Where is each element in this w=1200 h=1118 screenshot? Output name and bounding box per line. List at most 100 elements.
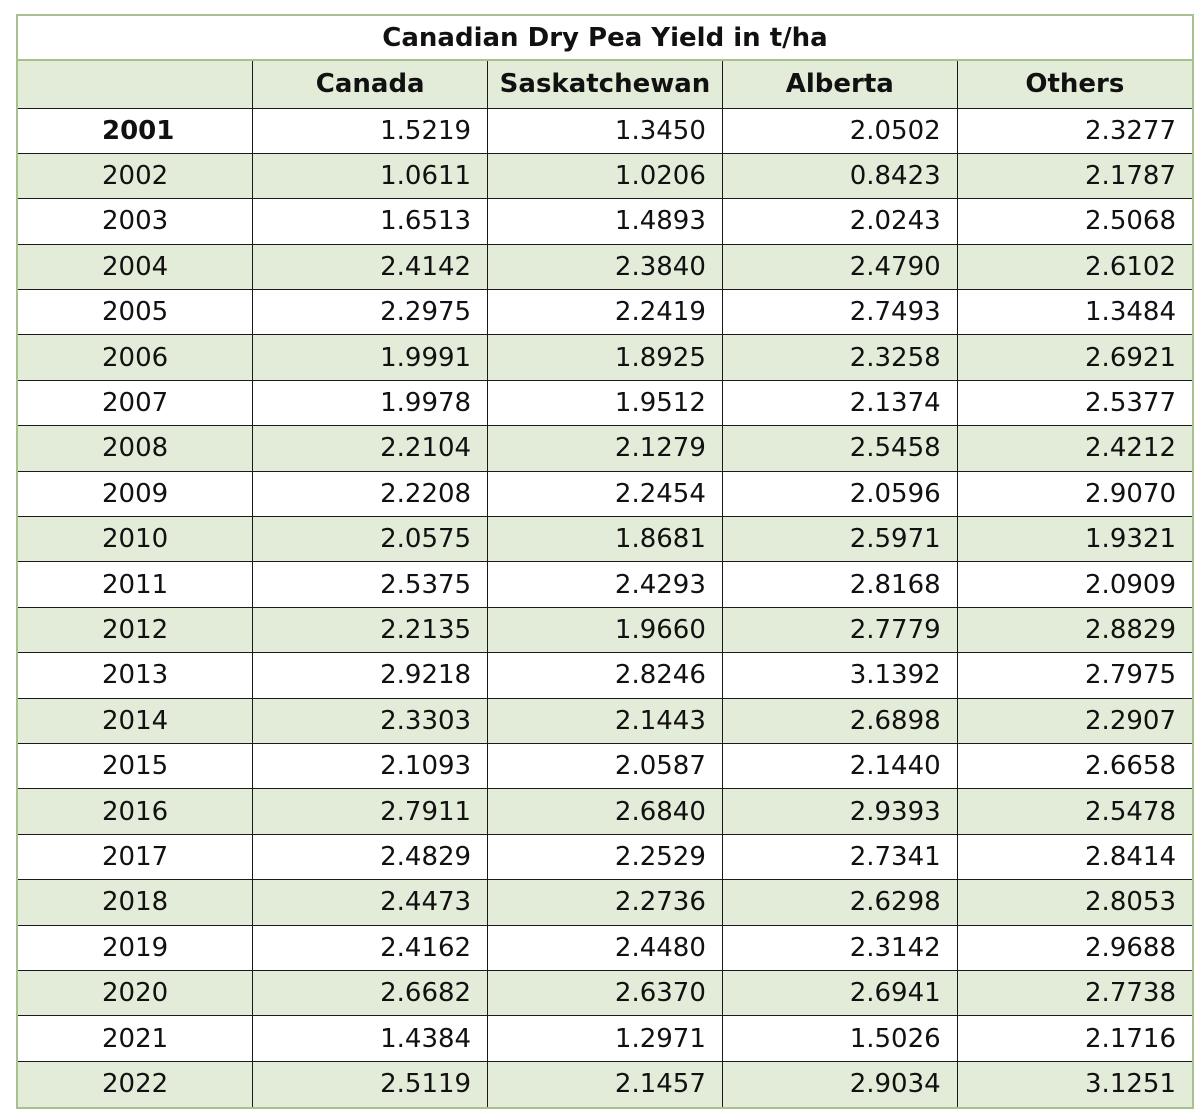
cell-saskatchewan: 2.3840 (487, 244, 723, 291)
cell-year: 2019 (18, 925, 253, 971)
cell-canada: 1.9991 (252, 334, 488, 381)
cell-saskatchewan: 2.2419 (487, 289, 723, 336)
cell-alberta: 2.7779 (721, 607, 958, 654)
table-row: 2006 1.9991 1.8925 2.3258 2.6921 (18, 334, 1192, 381)
table-row: 2020 2.6682 2.6370 2.6941 2.7738 (18, 970, 1192, 1017)
cell-others: 1.9321 (956, 516, 1192, 563)
cell-year: 2013 (18, 652, 253, 699)
cell-alberta: 2.0502 (721, 108, 958, 154)
cell-others: 2.0909 (956, 561, 1192, 608)
cell-alberta: 0.8423 (721, 153, 958, 200)
cell-alberta: 2.1374 (721, 380, 958, 427)
cell-others: 2.1787 (956, 153, 1192, 200)
cell-others: 2.2907 (956, 698, 1192, 744)
cell-year: 2021 (18, 1015, 253, 1062)
cell-year: 2001 (18, 108, 253, 154)
cell-year: 2015 (18, 743, 253, 790)
cell-saskatchewan: 2.4480 (487, 925, 723, 971)
cell-canada: 1.5219 (252, 108, 488, 154)
cell-others: 2.8053 (956, 879, 1192, 926)
cell-others: 2.9070 (956, 471, 1192, 518)
cell-saskatchewan: 1.8681 (487, 516, 723, 563)
table-body: 2001 1.5219 1.3450 2.0502 2.3277 2002 1.0611 1.… (18, 108, 1192, 1107)
cell-canada: 2.4142 (252, 244, 488, 291)
cell-alberta: 2.0596 (721, 471, 958, 518)
table-row: 2002 1.0611 1.0206 0.8423 2.1787 (18, 153, 1192, 200)
cell-canada: 2.2975 (252, 289, 488, 336)
cell-year: 2005 (18, 289, 253, 336)
cell-year: 2020 (18, 970, 253, 1017)
cell-canada: 2.6682 (252, 970, 488, 1017)
cell-alberta: 2.4790 (721, 244, 958, 291)
cell-saskatchewan: 2.1279 (487, 425, 723, 472)
cell-alberta: 2.7493 (721, 289, 958, 336)
table-row: 2009 2.2208 2.2454 2.0596 2.9070 (18, 471, 1192, 518)
cell-alberta: 3.1392 (721, 652, 958, 699)
cell-canada: 2.4473 (252, 879, 488, 926)
cell-saskatchewan: 2.6370 (487, 970, 723, 1017)
column-header-others: Others (956, 60, 1192, 109)
cell-others: 2.6921 (956, 334, 1192, 381)
table-row: 2019 2.4162 2.4480 2.3142 2.9688 (18, 925, 1192, 971)
table-row: 2007 1.9978 1.9512 2.1374 2.5377 (18, 380, 1192, 427)
cell-year: 2016 (18, 788, 253, 835)
cell-alberta: 2.7341 (721, 834, 958, 881)
cell-saskatchewan: 1.4893 (487, 198, 723, 245)
cell-saskatchewan: 1.3450 (487, 108, 723, 154)
cell-others: 2.8414 (956, 834, 1192, 881)
cell-canada: 2.5375 (252, 561, 488, 608)
table-title: Canadian Dry Pea Yield in t/ha (18, 16, 1192, 61)
cell-saskatchewan: 1.0206 (487, 153, 723, 200)
cell-alberta: 1.5026 (721, 1015, 958, 1062)
cell-others: 2.5377 (956, 380, 1192, 427)
cell-saskatchewan: 1.2971 (487, 1015, 723, 1062)
cell-alberta: 2.6941 (721, 970, 958, 1017)
cell-year: 2012 (18, 607, 253, 654)
cell-canada: 2.2135 (252, 607, 488, 654)
cell-year: 2022 (18, 1061, 253, 1107)
cell-canada: 2.0575 (252, 516, 488, 563)
cell-saskatchewan: 2.4293 (487, 561, 723, 608)
cell-others: 2.8829 (956, 607, 1192, 654)
cell-saskatchewan: 2.2736 (487, 879, 723, 926)
cell-canada: 1.4384 (252, 1015, 488, 1062)
table-row: 2011 2.5375 2.4293 2.8168 2.0909 (18, 561, 1192, 608)
cell-year: 2017 (18, 834, 253, 881)
table-row: 2003 1.6513 1.4893 2.0243 2.5068 (18, 198, 1192, 245)
column-header-canada: Canada (252, 60, 488, 109)
cell-alberta: 2.9393 (721, 788, 958, 835)
cell-canada: 2.2208 (252, 471, 488, 518)
cell-others: 2.4212 (956, 425, 1192, 472)
cell-others: 1.3484 (956, 289, 1192, 336)
cell-others: 2.7738 (956, 970, 1192, 1017)
cell-alberta: 2.3142 (721, 925, 958, 971)
table-row: 2013 2.9218 2.8246 3.1392 2.7975 (18, 652, 1192, 699)
cell-alberta: 2.5971 (721, 516, 958, 563)
table-row: 2015 2.1093 2.0587 2.1440 2.6658 (18, 743, 1192, 790)
column-header-alberta: Alberta (721, 60, 958, 109)
cell-others: 2.7975 (956, 652, 1192, 699)
table-row: 2001 1.5219 1.3450 2.0502 2.3277 (18, 108, 1192, 154)
cell-canada: 1.0611 (252, 153, 488, 200)
cell-year: 2006 (18, 334, 253, 381)
cell-year: 2003 (18, 198, 253, 245)
table-row: 2012 2.2135 1.9660 2.7779 2.8829 (18, 607, 1192, 654)
cell-saskatchewan: 2.1457 (487, 1061, 723, 1107)
cell-others: 2.3277 (956, 108, 1192, 154)
table-row: 2022 2.5119 2.1457 2.9034 3.1251 (18, 1061, 1192, 1107)
cell-alberta: 2.6298 (721, 879, 958, 926)
cell-others: 2.1716 (956, 1015, 1192, 1062)
column-header-year (18, 60, 253, 109)
cell-year: 2009 (18, 471, 253, 518)
cell-others: 2.6102 (956, 244, 1192, 291)
cell-year: 2014 (18, 698, 253, 744)
cell-others: 3.1251 (956, 1061, 1192, 1107)
cell-others: 2.5068 (956, 198, 1192, 245)
cell-alberta: 2.9034 (721, 1061, 958, 1107)
column-header-row: Canada Saskatchewan Alberta Others (18, 60, 1192, 109)
cell-year: 2002 (18, 153, 253, 200)
yield-table: Canadian Dry Pea Yield in t/ha Canada Sa… (18, 16, 1192, 1107)
cell-year: 2011 (18, 561, 253, 608)
table-row: 2016 2.7911 2.6840 2.9393 2.5478 (18, 788, 1192, 835)
title-row: Canadian Dry Pea Yield in t/ha (18, 16, 1192, 61)
